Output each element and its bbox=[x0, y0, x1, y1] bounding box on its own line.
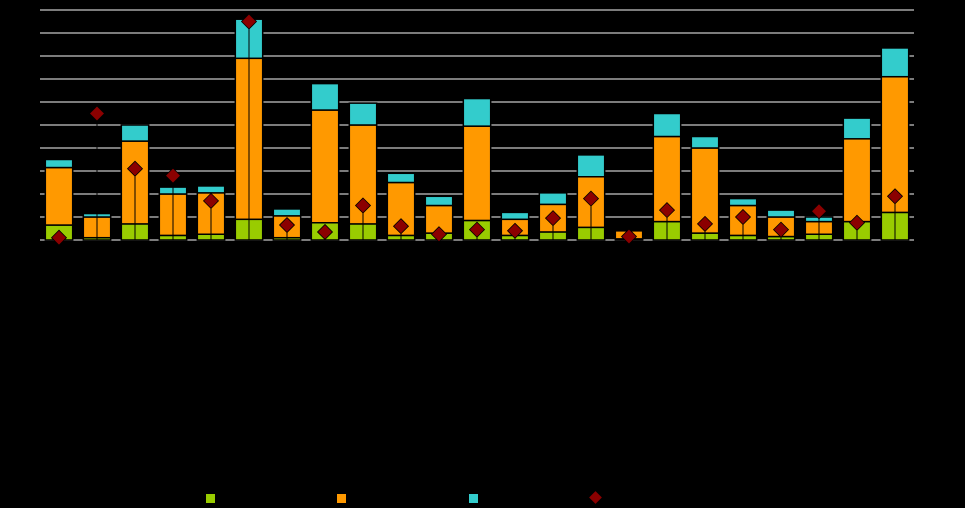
bar-segment-s3-7 bbox=[272, 208, 302, 217]
bar-segment-s3-22 bbox=[842, 117, 872, 140]
marker-point-19 bbox=[734, 208, 752, 226]
bar-segment-s3-13 bbox=[500, 211, 530, 221]
bar-segment-s2-8 bbox=[310, 109, 340, 224]
bar-segment-s2-22 bbox=[842, 138, 872, 223]
marker-point-2 bbox=[88, 105, 106, 122]
bar-segment-s3-1 bbox=[44, 158, 74, 169]
marker-point-23 bbox=[886, 188, 904, 205]
marker-point-13 bbox=[506, 222, 524, 239]
bar-segment-s3-14 bbox=[538, 192, 568, 206]
bar-segment-s3-8 bbox=[310, 82, 340, 111]
bar-segment-s3-10 bbox=[386, 172, 416, 184]
marker-point-8 bbox=[316, 223, 334, 241]
bar-segment-s3-17 bbox=[652, 112, 682, 138]
marker-point-5 bbox=[202, 192, 220, 209]
marker-point-17 bbox=[658, 202, 676, 219]
marker-point-16 bbox=[620, 228, 638, 245]
legend-swatch-series-3 bbox=[469, 494, 478, 503]
legend bbox=[0, 490, 965, 508]
marker-point-22 bbox=[848, 214, 866, 231]
marker-point-15 bbox=[582, 190, 600, 207]
marker-point-18 bbox=[696, 215, 714, 232]
bar-segment-s3-18 bbox=[690, 135, 720, 149]
bar-segment-s2-12 bbox=[462, 125, 492, 222]
marker-point-14 bbox=[544, 210, 562, 227]
marker-point-1 bbox=[50, 229, 68, 246]
marker-point-9 bbox=[354, 197, 372, 214]
bar-segment-s3-15 bbox=[576, 154, 606, 178]
markers bbox=[50, 13, 904, 246]
marker-point-7 bbox=[278, 216, 296, 234]
marker-point-21 bbox=[810, 203, 828, 220]
bar-segment-s3-3 bbox=[120, 124, 150, 142]
bar-segment-s3-9 bbox=[348, 102, 378, 126]
legend-marker-series-4 bbox=[589, 491, 602, 504]
marker-point-10 bbox=[392, 218, 410, 235]
bar-segment-s3-5 bbox=[196, 185, 226, 194]
marker-point-11 bbox=[430, 226, 448, 243]
marker-point-6 bbox=[240, 13, 258, 30]
marker-point-12 bbox=[468, 221, 486, 238]
legend-swatch-series-2 bbox=[337, 494, 346, 503]
marker-point-20 bbox=[772, 221, 790, 238]
marker-point-3 bbox=[126, 160, 144, 177]
legend-swatch-series-1 bbox=[206, 494, 215, 503]
marker-point-4 bbox=[164, 167, 182, 184]
bar-segment-s3-19 bbox=[728, 197, 758, 207]
bar-segment-s3-23 bbox=[880, 47, 910, 78]
bar-segment-s2-1 bbox=[44, 166, 74, 226]
bar-segment-s3-12 bbox=[462, 97, 492, 127]
bar-segment-s3-11 bbox=[424, 195, 454, 207]
bar-segment-s3-20 bbox=[766, 209, 796, 218]
